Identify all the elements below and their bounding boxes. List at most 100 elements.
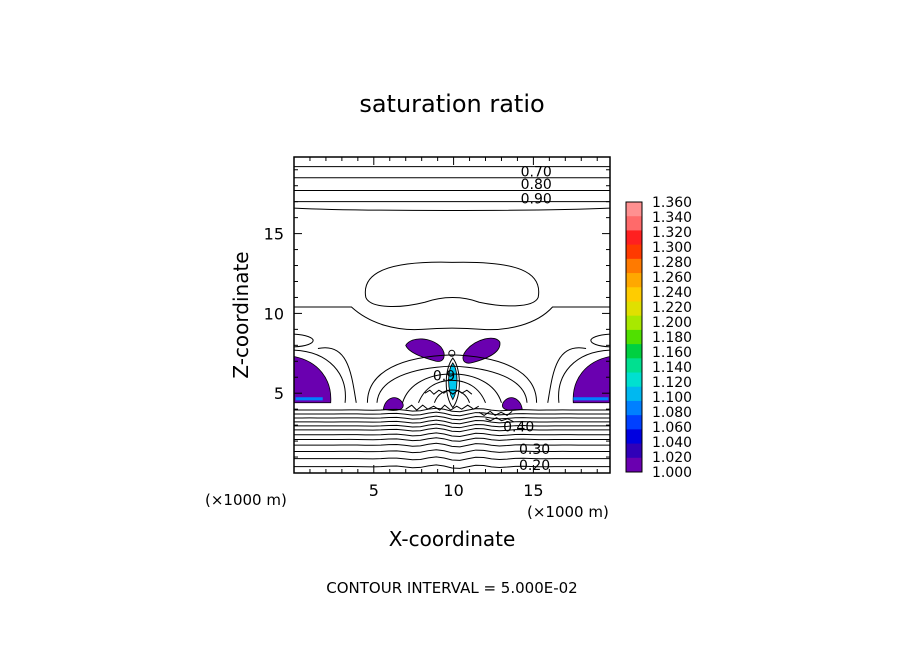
contour-line-8 — [294, 419, 610, 425]
colorbar-swatch-11 — [626, 358, 642, 374]
y-tick-label-1: 10 — [264, 304, 284, 323]
axis-ticks — [293, 157, 610, 474]
contour-curve-2 — [294, 306, 610, 331]
contour-curve-8 — [547, 347, 587, 403]
colorbar-swatch-1 — [626, 216, 642, 231]
contour-line-7 — [294, 423, 610, 429]
colorbar-label-18: 1.000 — [652, 465, 692, 481]
edge-accent-0 — [295, 397, 323, 401]
contour-label-5: 0.30 — [519, 442, 550, 458]
x-unit-label-left: (×1000 m) — [205, 491, 287, 509]
colorbar-swatch-3 — [626, 244, 642, 260]
colorbar-label-5: 1.260 — [652, 270, 692, 286]
colorbar-label-10: 1.160 — [652, 345, 692, 361]
plot-frame — [293, 156, 611, 474]
x-unit-label-right: (×1000 m) — [527, 503, 609, 521]
colorbar-swatch-4 — [626, 258, 642, 274]
contour-curve-18 — [478, 410, 513, 416]
supersaturated-region-2 — [405, 338, 445, 362]
contour-curve-15 — [445, 357, 460, 409]
colorbar-label-16: 1.040 — [652, 435, 692, 451]
contour-curve-5 — [294, 349, 346, 403]
colorbar-swatch-13 — [626, 386, 642, 402]
colorbar-label-2: 1.320 — [652, 225, 692, 241]
contour-interval-footer: CONTOUR INTERVAL = 5.000E-02 — [326, 579, 577, 597]
x-tick-label-1: 10 — [443, 481, 463, 500]
contour-line-4 — [294, 437, 610, 442]
contour-line-5 — [294, 432, 610, 437]
colorbar-swatch-6 — [626, 287, 642, 302]
colorbar-swatch-15 — [626, 415, 642, 430]
contour-label-2: 0.90 — [521, 191, 552, 207]
colorbar-label-13: 1.100 — [652, 390, 692, 406]
colorbar-swatch-5 — [626, 273, 642, 288]
contour-curve-10 — [376, 365, 528, 403]
contour-line-9 — [294, 415, 610, 421]
x-tick-label-0: 5 — [369, 481, 379, 500]
contour-curve-11 — [402, 373, 502, 403]
colorbar-label-12: 1.120 — [652, 375, 692, 391]
y-tick-label-2: 15 — [264, 225, 284, 244]
contour-line-6 — [294, 427, 610, 433]
contour-lines — [294, 166, 610, 469]
colorbar-swatch-8 — [626, 315, 642, 331]
y-axis-label: Z-coordinate — [229, 251, 253, 378]
contour-curve-12 — [418, 379, 486, 403]
colorbar-label-15: 1.060 — [652, 420, 692, 436]
colorbar-swatch-10 — [626, 344, 642, 359]
colorbar-swatch-2 — [626, 230, 642, 246]
contour-curve-9 — [366, 354, 538, 403]
colorbar-label-8: 1.200 — [652, 315, 692, 331]
axis-tick-labels: 5 10 15 5 10 15 — [264, 225, 544, 500]
colorbar-label-14: 1.080 — [652, 405, 692, 421]
contour-line-1 — [294, 456, 610, 461]
edge-accent-1 — [573, 397, 609, 401]
colorbar-swatch-7 — [626, 301, 642, 317]
colorbar: 1.3601.3401.3201.3001.2801.2601.2401.220… — [625, 195, 692, 481]
colorbar-label-4: 1.280 — [652, 255, 692, 271]
colorbar-label-1: 1.340 — [652, 210, 692, 226]
supersaturated-region-6 — [501, 397, 523, 411]
contour-label-4: 0.40 — [503, 420, 534, 436]
contour-curve-1 — [364, 261, 540, 308]
colorbar-label-3: 1.300 — [652, 240, 692, 256]
contour-curve-6 — [558, 349, 610, 403]
colorbar-label-17: 1.020 — [652, 450, 692, 466]
contour-line-10 — [294, 411, 610, 417]
colorbar-swatch-9 — [626, 329, 642, 345]
colorbar-label-7: 1.220 — [652, 300, 692, 316]
contour-line-0 — [294, 464, 610, 469]
x-axis-label: X-coordinate — [389, 527, 516, 551]
contour-curve-0 — [294, 207, 610, 211]
colorbar-swatch-17 — [626, 443, 642, 459]
colorbar-swatch-0 — [626, 202, 642, 217]
colorbar-label-0: 1.360 — [652, 195, 692, 211]
contour-labels: 0.700.800.90 0.9 0.40 0.300.20 — [433, 164, 552, 474]
contour-line-2 — [294, 449, 610, 454]
contour-curve-17 — [424, 389, 473, 395]
contour-curve-7 — [317, 347, 357, 403]
contour-curve-16 — [405, 404, 479, 411]
contour-curve-3 — [294, 333, 314, 348]
x-tick-label-2: 15 — [523, 481, 543, 500]
contour-label-0: 0.70 — [521, 164, 552, 180]
contour-label-1: 0.80 — [521, 177, 552, 193]
supersaturated-region-0 — [294, 356, 332, 404]
contour-curve-19 — [485, 417, 514, 423]
contour-curve-13 — [433, 389, 471, 403]
contour-label-6: 0.20 — [519, 458, 550, 474]
colorbar-frame — [625, 201, 643, 473]
chart-title: saturation ratio — [359, 90, 544, 118]
colorbar-swatch-18 — [626, 457, 642, 473]
colorbar-label-6: 1.240 — [652, 285, 692, 301]
colorbar-swatch-14 — [626, 400, 642, 416]
supersaturated-region-3 — [462, 337, 501, 364]
contour-label-3: 0.9 — [433, 369, 455, 385]
contour-line-11 — [294, 407, 610, 413]
contour-curve-14 — [448, 349, 456, 357]
contour-curve-4 — [590, 333, 610, 348]
colorbar-label-11: 1.140 — [652, 360, 692, 376]
colorbar-label-9: 1.180 — [652, 330, 692, 346]
